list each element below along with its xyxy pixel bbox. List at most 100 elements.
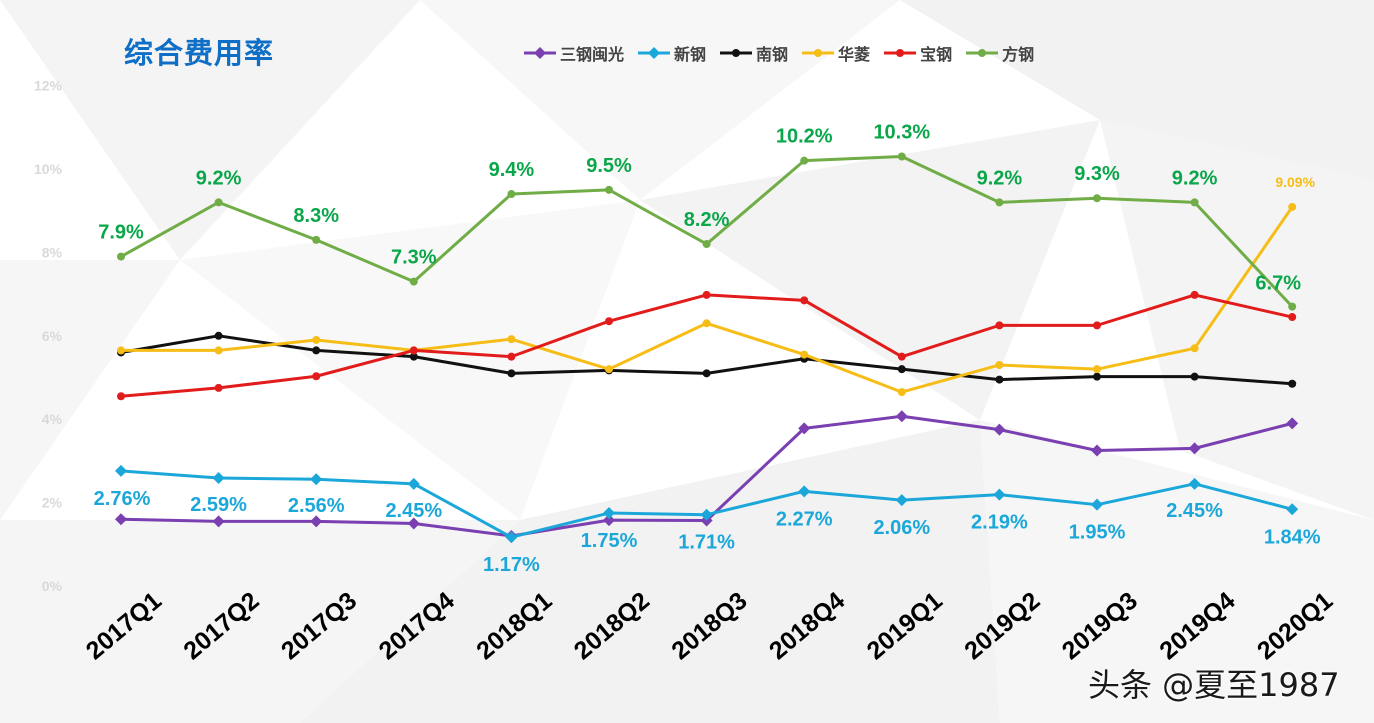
data-point [897,388,906,397]
data-label: 8.3% [293,205,339,227]
data-point [507,335,516,344]
legend-item[interactable]: 华菱 [802,41,870,65]
legend-item[interactable]: 新钢 [638,41,706,65]
y-tick-label: 6% [42,328,63,344]
x-tick-label: 2018Q2 [569,587,655,666]
data-point [702,290,711,299]
data-point [1286,503,1299,516]
data-point [1190,198,1199,207]
data-point [1188,477,1201,490]
data-point [995,198,1004,207]
data-point [409,352,418,361]
data-point [1093,372,1101,381]
data-point [700,508,713,521]
data-point [310,515,323,528]
data-label: 9.09% [1275,174,1315,190]
data-point [995,321,1004,330]
x-tick-label: 2019Q2 [959,587,1045,666]
legend-label: 南钢 [756,45,789,64]
data-point [1288,202,1297,211]
legend-swatch-icon [884,49,917,57]
data-point [993,488,1006,501]
data-point [1288,313,1297,322]
legend-swatch-icon [966,49,999,57]
data-label: 9.4% [489,159,535,181]
data-point [1288,302,1297,311]
data-point [214,198,223,207]
legend-swatch-icon [524,47,556,59]
data-point [212,515,225,528]
data-point [115,464,127,477]
data-label: 9.5% [586,155,632,177]
legend-item[interactable]: 三钢闽光 [524,41,624,65]
data-point [895,410,908,423]
y-tick-label: 2% [42,495,63,511]
data-point [117,346,125,355]
legend-item[interactable]: 宝钢 [884,41,952,65]
data-label: 9.2% [1172,167,1218,189]
data-point [1093,365,1101,374]
data-point [702,369,711,378]
legend-swatch-icon [720,49,753,57]
data-point [1190,344,1199,353]
x-tick-label: 2018Q3 [666,587,752,666]
y-tick-label: 4% [42,411,63,427]
data-label: 8.2% [684,209,730,231]
chart-legend: 三钢闽光 新钢 南钢 华菱 宝钢 方钢 [524,40,1034,66]
data-label: 2.19% [971,512,1028,534]
data-point [214,383,223,392]
data-point [800,350,809,359]
data-point [1091,498,1103,511]
data-point [117,252,125,261]
legend-label: 新钢 [674,45,707,64]
x-tick-label: 2019Q3 [1057,587,1143,666]
data-label: 10.2% [776,126,833,148]
data-label: 2.76% [94,488,151,510]
data-point [409,346,418,355]
data-label: 6.7% [1255,273,1301,295]
data-point [702,240,711,249]
legend-item[interactable]: 南钢 [720,41,788,65]
x-tick-label: 2019Q1 [862,586,948,665]
legend-item[interactable]: 方钢 [966,41,1034,65]
data-label: 2.56% [288,495,345,517]
data-point [1093,194,1101,203]
data-point [407,517,420,530]
data-point [897,365,906,374]
data-point [312,235,321,244]
data-point [897,352,906,361]
data-point [312,346,321,355]
data-label: 10.3% [873,121,930,143]
data-point [897,152,906,161]
legend-label: 华菱 [838,45,871,64]
data-point [800,156,809,165]
data-point [798,422,811,435]
data-point [1286,417,1299,430]
data-point [214,331,223,340]
data-point [507,352,516,361]
series-line [121,206,1294,394]
x-tick-label: 2017Q3 [276,587,362,666]
series-line [120,293,1293,398]
legend-swatch-icon [802,49,835,57]
data-label: 7.3% [391,247,437,269]
data-point [605,365,613,374]
data-point [1188,442,1201,455]
data-point [214,346,223,355]
x-tick-label: 2017Q4 [374,586,460,665]
x-tick-label: 2019Q4 [1154,586,1240,665]
legend-label: 宝钢 [920,45,953,64]
data-point [603,514,615,527]
y-tick-label: 0% [42,578,63,594]
data-label: 2.59% [190,494,247,516]
data-point [507,369,516,378]
data-label: 2.45% [1166,500,1223,522]
data-point [1091,444,1103,457]
data-point [605,185,613,194]
data-label: 2.45% [385,500,442,522]
data-point [895,494,908,507]
data-point [507,190,516,199]
data-point [798,485,811,498]
chart-title: 综合费用率 [124,36,275,70]
